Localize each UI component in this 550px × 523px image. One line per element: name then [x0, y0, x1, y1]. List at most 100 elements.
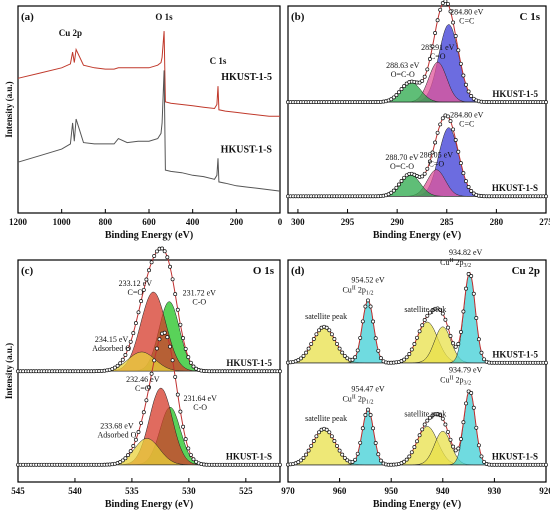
satellite-label: satellite peak — [305, 312, 347, 321]
x-tick-label: 960 — [333, 486, 347, 496]
x-tick-label: 950 — [384, 486, 398, 496]
data-point — [332, 439, 337, 443]
panel-d: (d) Cu 2p 970 960 950 940 930 920 Binding Energy… — [281, 248, 550, 510]
data-point — [471, 291, 476, 296]
data-point — [191, 364, 196, 369]
peak-assignment-label: Adsorbed O — [92, 344, 131, 353]
data-point — [448, 334, 453, 338]
data-point — [304, 350, 309, 355]
data-point — [438, 7, 443, 12]
x-tick-label: 275 — [539, 217, 550, 227]
data-point — [366, 298, 370, 303]
data-point — [407, 454, 412, 459]
data-point — [440, 311, 445, 316]
data-point — [389, 190, 394, 195]
data-point — [170, 358, 175, 363]
data-point — [141, 287, 146, 292]
data-point — [394, 93, 399, 98]
peak-energy-label: 954.52 eV — [351, 275, 385, 284]
panel-label: (c) — [21, 265, 34, 277]
data-point — [126, 347, 130, 352]
series-label: HKUST-1-S — [221, 144, 273, 155]
data-point — [175, 392, 180, 397]
data-point — [415, 335, 419, 340]
data-point — [425, 166, 430, 171]
data-point — [335, 341, 339, 346]
data-point — [373, 336, 378, 341]
data-point — [306, 448, 311, 453]
data-point — [363, 304, 368, 309]
data-point — [168, 344, 172, 349]
data-point — [402, 84, 407, 89]
data-point — [304, 452, 309, 457]
data-point — [417, 433, 422, 438]
data-point — [309, 443, 314, 448]
data-point — [422, 171, 427, 176]
data-point — [152, 358, 157, 363]
data-point — [446, 1, 450, 6]
data-point — [461, 73, 466, 78]
panel-title: Cu 2p — [512, 265, 540, 277]
data-point — [128, 449, 133, 454]
data-point — [183, 437, 188, 442]
panel-label: (b) — [291, 11, 305, 23]
data-point — [337, 448, 342, 453]
panel-title: C 1s — [520, 11, 541, 23]
data-point — [440, 416, 445, 421]
data-point — [126, 453, 130, 458]
data-point — [451, 444, 456, 449]
data-point — [394, 185, 399, 190]
data-point — [404, 457, 409, 462]
peak-energy-label: 232.46 eV — [126, 375, 160, 384]
data-point — [446, 429, 450, 434]
data-point — [329, 332, 334, 337]
data-point — [342, 353, 347, 358]
data-point — [427, 310, 432, 315]
data-point — [469, 189, 474, 193]
data-point — [324, 325, 329, 330]
data-point — [278, 462, 282, 467]
data-point — [147, 268, 151, 273]
series-label: HKUST-1-5 — [221, 72, 272, 83]
panel-label: (d) — [291, 265, 305, 277]
data-point — [368, 304, 373, 309]
data-point — [461, 171, 466, 176]
data-point — [139, 299, 144, 304]
x-tick-label: 200 — [230, 217, 244, 227]
peak-assignment-label: C=C — [459, 16, 474, 25]
data-point — [464, 401, 468, 406]
x-tick-label: 970 — [281, 486, 295, 496]
data-point — [456, 342, 461, 346]
data-point — [183, 346, 188, 351]
peak-energy-label: 234.15 eV — [95, 335, 129, 344]
data-point — [144, 277, 149, 282]
data-point — [399, 87, 404, 92]
data-point — [314, 434, 319, 439]
data-point — [448, 437, 453, 442]
data-point — [456, 149, 461, 154]
data-point — [451, 341, 456, 346]
data-point — [188, 360, 193, 365]
peak-energy-label: 233.68 eV — [100, 421, 134, 430]
data-point — [409, 450, 414, 455]
series-label: HKUST-1-S — [492, 451, 538, 461]
data-point — [311, 439, 316, 443]
peak-energy-label: 286.05 eV — [420, 151, 454, 160]
data-point — [131, 444, 136, 448]
data-point — [340, 350, 345, 355]
data-point — [396, 182, 401, 187]
satellite-label: satellite peak — [404, 305, 446, 314]
data-point — [412, 445, 417, 450]
data-point — [412, 342, 417, 346]
x-tick-label: 285 — [440, 217, 454, 227]
series-label: HKUST-1-5 — [226, 358, 272, 368]
data-point — [427, 159, 432, 164]
x-tick-label: 530 — [182, 486, 196, 496]
data-point — [458, 437, 463, 441]
peak-energy-label: 233.12 eV — [119, 279, 153, 288]
y-axis-label: Intensity (a.u.) — [4, 81, 14, 137]
data-point — [355, 451, 360, 456]
data-point — [415, 439, 419, 444]
data-point — [149, 371, 154, 376]
